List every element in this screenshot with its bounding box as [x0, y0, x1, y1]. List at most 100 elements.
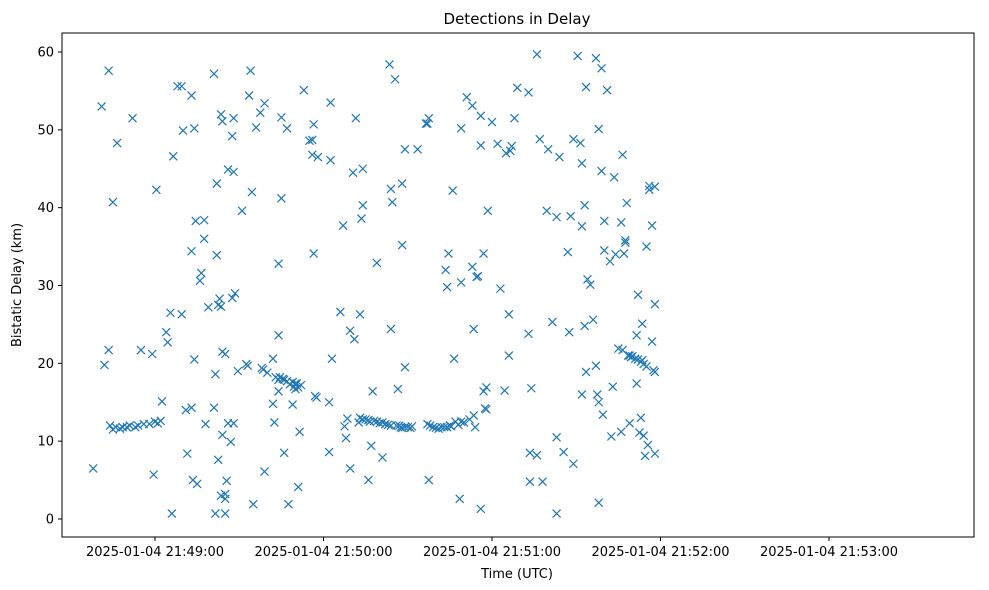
data-point — [510, 113, 519, 123]
data-point — [130, 422, 140, 432]
data-point — [639, 431, 649, 441]
data-point — [233, 366, 243, 376]
data-point — [650, 299, 660, 309]
data-point — [469, 411, 479, 420]
data-point — [258, 365, 268, 374]
data-point — [104, 345, 114, 355]
data-point — [583, 274, 592, 284]
data-point — [326, 155, 335, 165]
y-axis: 0 10 20 30 40 50 60 — [37, 46, 62, 528]
data-point — [230, 288, 240, 298]
data-point — [378, 418, 387, 427]
data-point — [563, 247, 573, 257]
data-point — [448, 186, 458, 195]
data-point — [187, 403, 196, 413]
data-point — [630, 354, 640, 364]
data-point — [581, 367, 591, 377]
data-point — [167, 509, 177, 518]
data-point — [597, 166, 606, 176]
data-point — [585, 280, 595, 290]
data-point — [156, 416, 166, 426]
data-point — [290, 379, 300, 388]
y-axis-label: Bistatic Delay (km) — [10, 223, 25, 347]
data-point — [122, 422, 132, 432]
data-point — [244, 91, 254, 101]
data-point — [368, 386, 378, 396]
data-point — [327, 354, 337, 364]
data-point — [251, 123, 261, 132]
data-point — [608, 382, 618, 392]
data-point — [397, 240, 407, 250]
data-point — [212, 179, 222, 188]
data-point — [476, 140, 486, 150]
data-point — [650, 449, 660, 459]
data-point — [428, 422, 438, 432]
data-point — [594, 498, 604, 508]
data-point — [279, 448, 289, 458]
data-point — [569, 134, 578, 144]
data-point — [421, 119, 431, 129]
data-point — [213, 455, 223, 465]
data-point — [309, 119, 319, 129]
data-point — [227, 131, 237, 141]
data-point — [524, 88, 533, 97]
data-point — [105, 421, 115, 431]
data-point — [650, 182, 660, 192]
data-point — [577, 158, 587, 168]
data-point — [340, 421, 349, 431]
data-point — [338, 221, 348, 230]
data-point — [606, 432, 616, 441]
data-point — [588, 315, 598, 325]
y-tick-label: 30 — [37, 279, 54, 294]
data-point — [650, 367, 660, 377]
data-point — [591, 53, 601, 63]
data-point — [386, 184, 396, 194]
data-point — [424, 113, 434, 123]
data-point — [592, 390, 602, 399]
data-point — [341, 433, 351, 443]
data-point — [342, 414, 352, 424]
data-point — [500, 386, 510, 395]
data-point — [166, 308, 175, 318]
data-point — [177, 81, 187, 91]
data-point — [442, 282, 452, 292]
data-point — [345, 463, 355, 473]
data-point — [469, 324, 479, 334]
data-point — [400, 362, 410, 372]
data-point — [542, 206, 552, 216]
data-point — [288, 400, 298, 410]
data-point — [149, 470, 159, 480]
x-axis: 2025-01-04 21:49:00 2025-01-04 21:50:00 20… — [86, 537, 898, 560]
data-point — [364, 475, 373, 485]
data-point — [187, 246, 196, 256]
y-tick-label: 20 — [37, 357, 54, 372]
data-point — [274, 386, 283, 396]
data-point — [345, 326, 355, 336]
data-point — [504, 351, 514, 360]
data-point — [182, 449, 192, 459]
data-point — [620, 238, 630, 248]
data-point — [496, 284, 505, 294]
x-tick-label: 2025-01-04 21:51:00 — [423, 545, 561, 560]
data-point — [201, 419, 210, 429]
data-point — [470, 422, 480, 432]
data-point — [307, 135, 317, 145]
x-tick-label: 2025-01-04 21:49:00 — [86, 545, 224, 560]
data-point — [144, 419, 154, 429]
data-point — [462, 92, 472, 102]
data-point — [195, 276, 205, 286]
data-point — [147, 349, 157, 359]
y-tick-label: 50 — [37, 123, 54, 138]
data-point — [118, 422, 128, 432]
data-point — [369, 416, 379, 426]
data-point — [385, 60, 394, 69]
data-point — [296, 380, 306, 390]
data-point — [255, 108, 265, 118]
data-point — [547, 317, 557, 327]
data-point — [644, 185, 654, 195]
data-point — [476, 111, 486, 121]
data-point — [196, 268, 206, 278]
data-point — [133, 421, 143, 431]
data-point — [393, 384, 403, 394]
